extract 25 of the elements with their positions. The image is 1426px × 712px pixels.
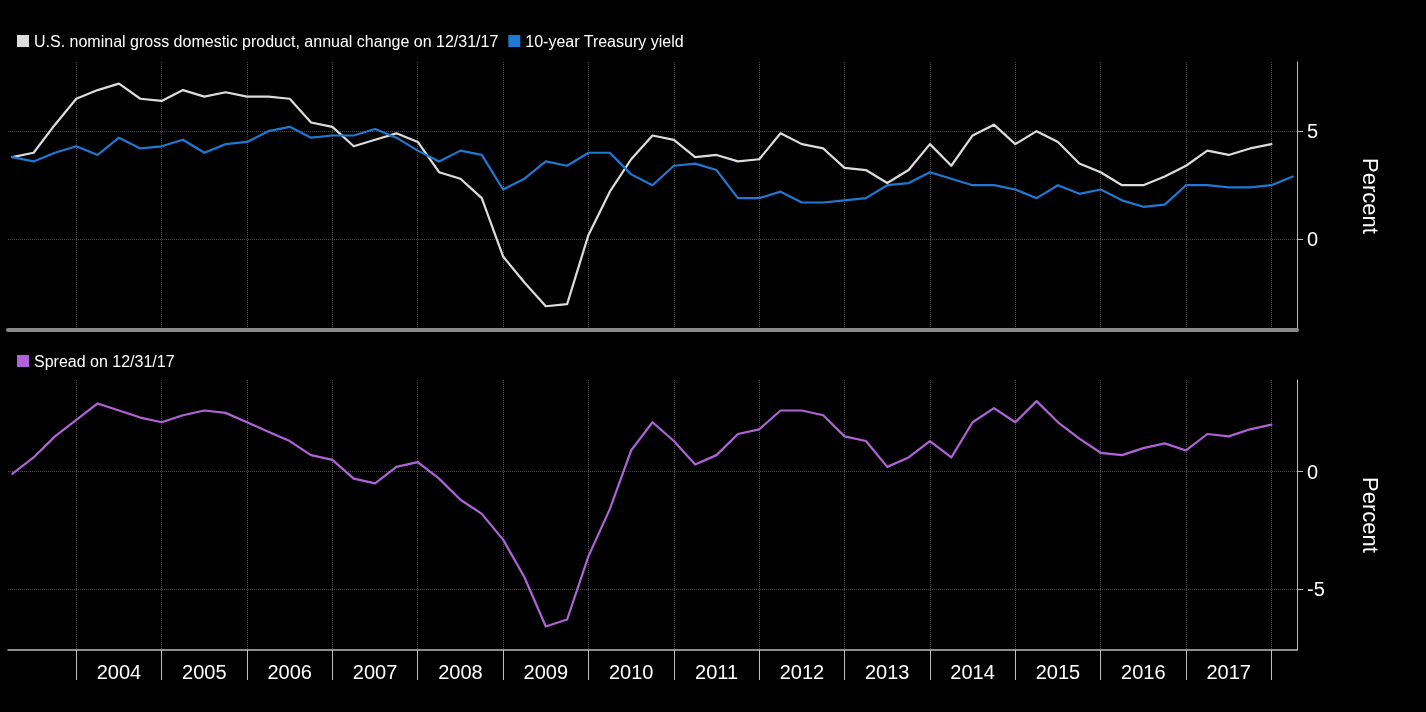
x-tick-label: 2012 [779, 661, 825, 683]
y-tick-label: 0 [1307, 228, 1319, 251]
x-tick-label: 2017 [1206, 661, 1251, 683]
y-tick-label: 5 [1307, 120, 1319, 143]
x-tick-label: 2010 [608, 661, 654, 683]
x-tick-label: 2007 [352, 661, 398, 683]
x-tick-label: 2004 [96, 661, 142, 683]
legend-label: 10-year Treasury yield [525, 32, 684, 50]
line-series [11, 400, 1273, 628]
x-tick-label: 2006 [267, 661, 312, 683]
x-tick-label: 2015 [1035, 661, 1081, 683]
y-tick-label: -5 [1307, 577, 1325, 600]
line-series [11, 125, 1294, 208]
x-tick-label: 2009 [523, 661, 569, 683]
y-tick-label: 0 [1307, 460, 1319, 483]
y-axis-title: Percent [1357, 477, 1383, 553]
x-tick-label: 2008 [438, 661, 483, 683]
x-tick-label: 2011 [695, 661, 739, 683]
legend-label: Spread on 12/31/17 [34, 352, 175, 370]
legend-label: U.S. nominal gross domestic product, annual change on 12/31/17 [34, 32, 499, 50]
x-tick-label: 2016 [1121, 661, 1166, 683]
x-tick-label: 2014 [950, 661, 995, 683]
x-tick-label: 2005 [182, 661, 227, 683]
x-tick-label: 2013 [865, 661, 910, 683]
y-axis-title: Percent [1357, 158, 1383, 234]
